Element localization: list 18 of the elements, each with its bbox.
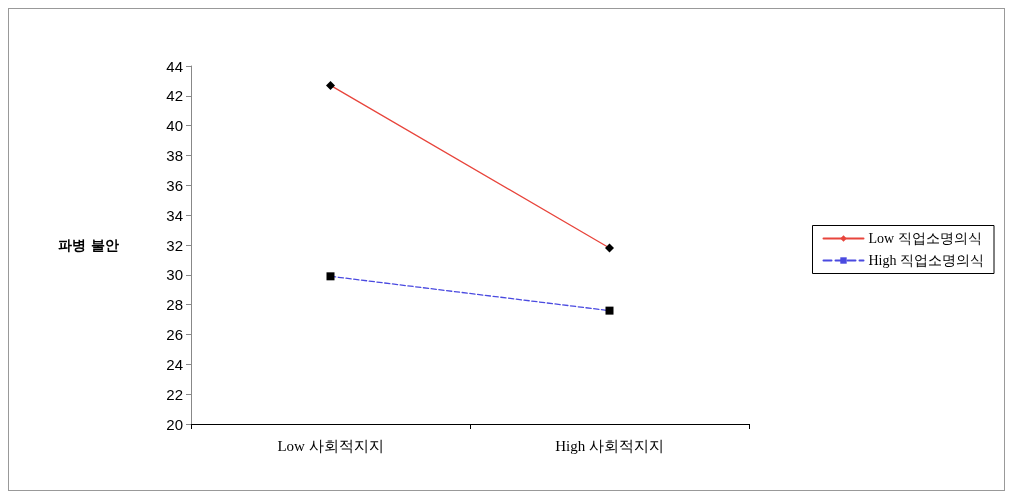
y-tick-label: 28	[166, 296, 183, 314]
y-tick-label: 42	[166, 87, 183, 105]
y-tick-label: 24	[166, 355, 183, 373]
y-tick-label: 22	[166, 385, 183, 403]
legend-label: High 직업소명의식	[868, 253, 984, 268]
legend-label: Low 직업소명의식	[868, 231, 982, 246]
y-tick-label: 32	[166, 236, 183, 254]
y-tick-label: 26	[166, 326, 183, 343]
y-tick-label: 34	[166, 206, 183, 224]
x-tick-label: Low 사회적지지	[277, 437, 384, 454]
y-tick-label: 44	[166, 57, 183, 75]
y-tick-label: 30	[166, 266, 183, 284]
y-tick-label: 40	[166, 117, 183, 135]
y-tick-label: 38	[166, 147, 183, 164]
y-tick-label: 20	[166, 415, 183, 433]
x-tick-label: High 사회적지지	[555, 437, 664, 454]
y-tick-label: 36	[166, 176, 183, 194]
y-axis-title: 파병 불안	[58, 237, 119, 253]
